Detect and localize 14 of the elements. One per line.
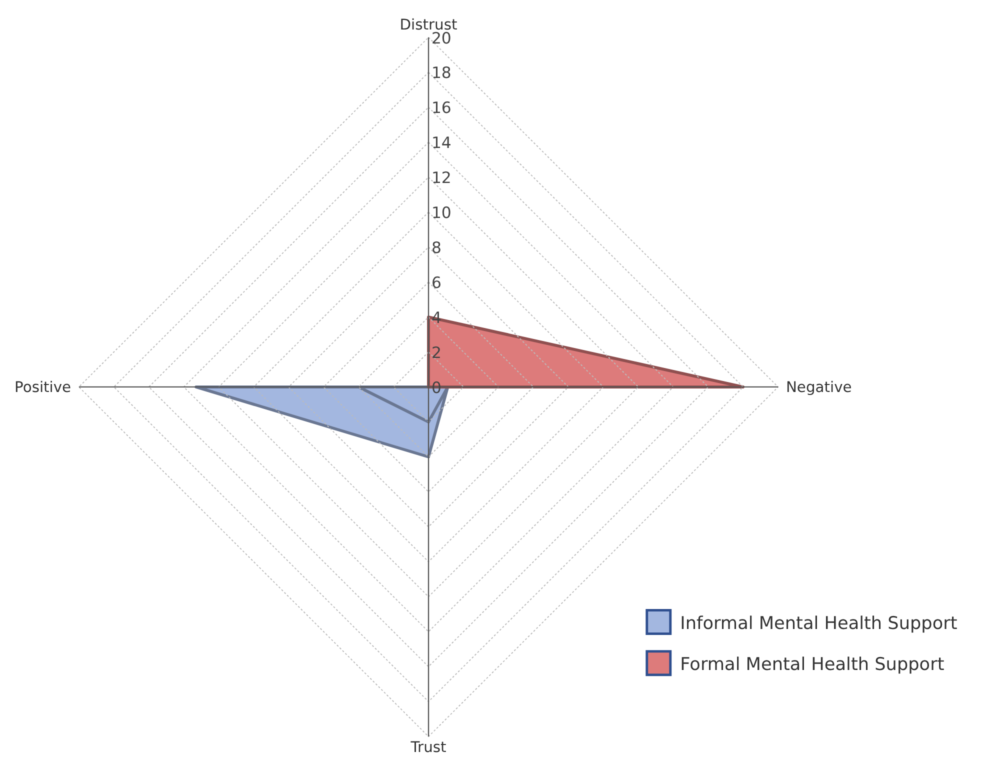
- legend-label: Formal Mental Health Support: [680, 654, 944, 675]
- y-tick-label: 8: [431, 238, 442, 258]
- spoke-label: Trust: [410, 739, 447, 756]
- y-tick-label: 16: [431, 98, 452, 118]
- y-tick-label: 10: [431, 203, 452, 222]
- spoke-label: Negative: [786, 378, 852, 396]
- legend-label: Informal Mental Health Support: [680, 614, 958, 634]
- y-tick-label: 2: [431, 342, 442, 362]
- y-tick-label: 6: [431, 272, 442, 292]
- y-tick-label: 18: [431, 63, 452, 82]
- y-tick-label: 12: [431, 168, 452, 188]
- spoke-label: Positive: [14, 378, 72, 396]
- y-tick-label: 14: [431, 133, 452, 152]
- y-tick-label: 0: [431, 378, 442, 397]
